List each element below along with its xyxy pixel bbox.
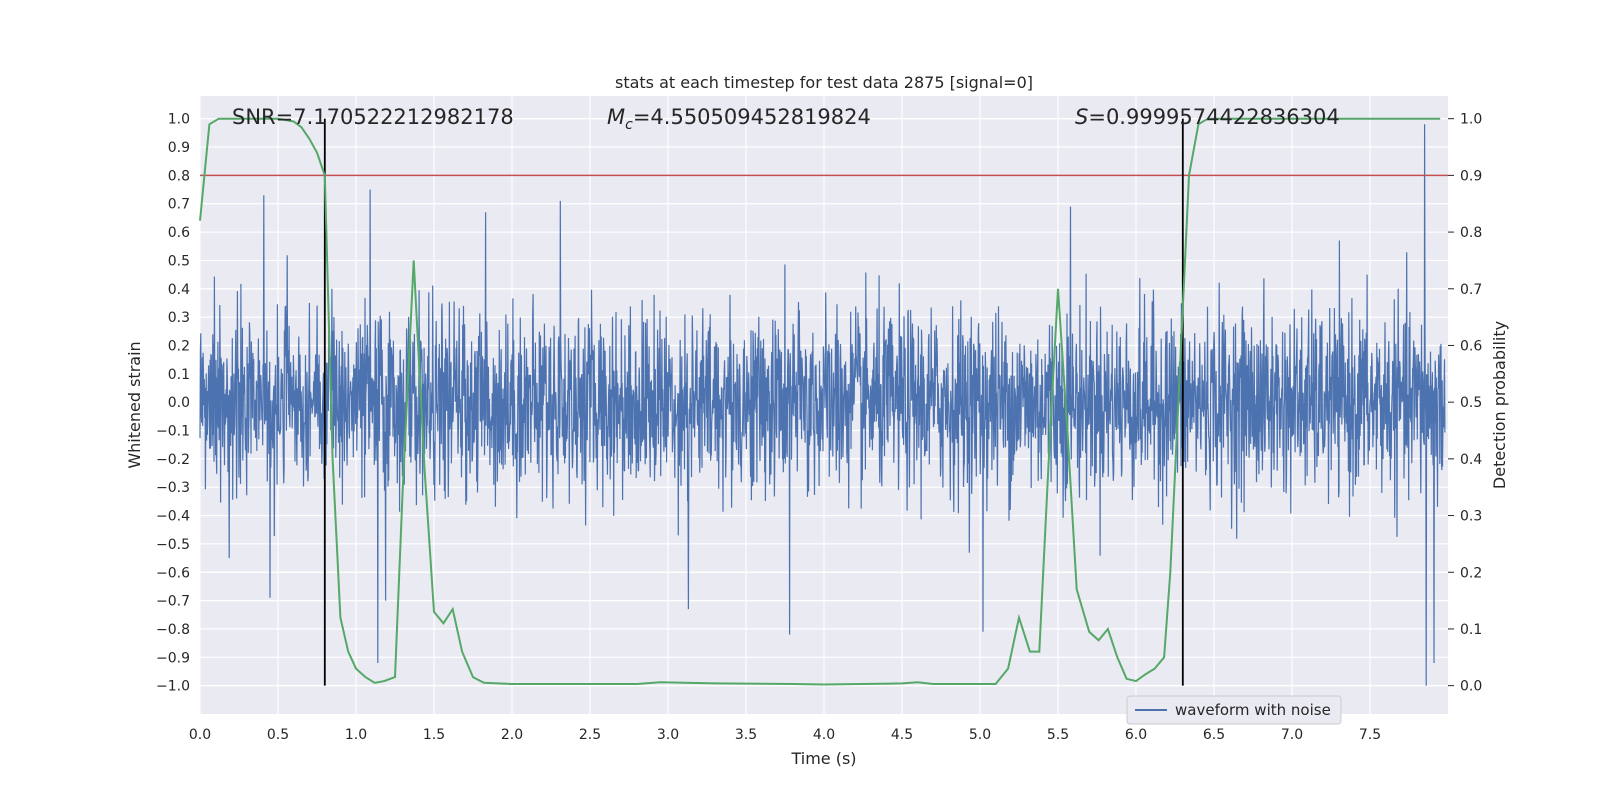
x-tick-label: 6.5 bbox=[1203, 727, 1225, 743]
y-tick-label: 0.6 bbox=[168, 225, 190, 241]
y-tick-label: 0.4 bbox=[168, 282, 190, 298]
y-tick-label: −0.9 bbox=[156, 650, 190, 666]
y-tick-label: −0.6 bbox=[156, 565, 190, 581]
legend: waveform with noise bbox=[1126, 695, 1342, 725]
y-axis-label: Whitened strain bbox=[125, 341, 144, 468]
y-tick-label: 0.7 bbox=[168, 197, 190, 213]
x-tick-label: 3.5 bbox=[735, 727, 757, 743]
y-tick-label: 0.5 bbox=[168, 253, 190, 269]
y-tick-label: 0.8 bbox=[168, 168, 190, 184]
x-axis-label: Time (s) bbox=[790, 749, 856, 768]
x-tick-label: 0.0 bbox=[189, 727, 211, 743]
x-tick-label: 3.0 bbox=[657, 727, 679, 743]
y2-tick-label: 0.7 bbox=[1460, 282, 1482, 298]
y-tick-label: −0.7 bbox=[156, 594, 190, 610]
probability-line bbox=[199, 117, 1441, 686]
overlay-lines bbox=[199, 117, 1448, 686]
x-axis-ticks: 0.0 0.5 1.0 1.5 2.0 2.5 3.0 3.5 4.0 4.5 5.0 5.5 6.0 6… bbox=[189, 727, 1381, 743]
y-tick-label: 0.2 bbox=[168, 338, 190, 354]
y2-tick-label: 0.1 bbox=[1460, 622, 1482, 638]
y2-axis-ticks: 0.0 0.1 0.2 0.3 0.4 0.5 0.6 0.7 0.8 0.9 1.0 bbox=[1448, 112, 1482, 695]
x-tick-label: 7.5 bbox=[1359, 727, 1381, 743]
x-tick-label: 6.0 bbox=[1125, 727, 1147, 743]
y2-tick-label: 1.0 bbox=[1460, 112, 1482, 128]
y-tick-label: −0.5 bbox=[156, 537, 190, 553]
y2-tick-label: 0.2 bbox=[1460, 565, 1482, 581]
y2-tick-label: 0.9 bbox=[1460, 168, 1482, 184]
y-tick-label: 0.1 bbox=[168, 367, 190, 383]
y-tick-label: 0.9 bbox=[168, 140, 190, 156]
y-tick-label: −0.2 bbox=[156, 452, 190, 468]
x-tick-label: 1.0 bbox=[345, 727, 367, 743]
y-tick-label: −0.8 bbox=[156, 622, 190, 638]
legend-box bbox=[1126, 695, 1342, 725]
y-tick-label: 1.0 bbox=[168, 112, 190, 128]
x-tick-label: 0.5 bbox=[267, 727, 289, 743]
y2-tick-label: 0.8 bbox=[1460, 225, 1482, 241]
y-tick-label: −0.3 bbox=[156, 480, 190, 496]
y-tick-label: 0.0 bbox=[168, 395, 190, 411]
x-tick-label: 4.5 bbox=[891, 727, 913, 743]
y2-tick-label: 0.6 bbox=[1460, 338, 1482, 354]
x-tick-label: 1.5 bbox=[423, 727, 445, 743]
y-tick-label: −0.4 bbox=[156, 509, 190, 525]
chirp-mass-annotation: Mc=4.550509452819824 bbox=[607, 105, 871, 133]
legend-label-waveform: waveform with noise bbox=[1175, 701, 1331, 719]
y2-tick-label: 0.0 bbox=[1460, 679, 1482, 695]
snr-annotation: SNR=7.170522212982178 bbox=[232, 105, 514, 129]
x-tick-label: 5.5 bbox=[1047, 727, 1069, 743]
x-tick-label: 2.5 bbox=[579, 727, 601, 743]
y-tick-label: −1.0 bbox=[156, 679, 190, 695]
y2-tick-label: 0.3 bbox=[1460, 509, 1482, 525]
y-tick-label: 0.3 bbox=[168, 310, 190, 326]
y2-axis-label: Detection probability bbox=[1490, 321, 1509, 489]
x-tick-label: 5.0 bbox=[969, 727, 991, 743]
x-tick-label: 7.0 bbox=[1281, 727, 1303, 743]
score-annotation: S=0.9999574422836304 bbox=[1075, 105, 1340, 129]
y-tick-label: −0.1 bbox=[156, 424, 190, 440]
x-tick-label: 2.0 bbox=[501, 727, 523, 743]
y2-tick-label: 0.4 bbox=[1460, 452, 1482, 468]
chart-title: stats at each timestep for test data 287… bbox=[615, 73, 1033, 92]
x-tick-label: 4.0 bbox=[813, 727, 835, 743]
y-axis-ticks: 1.0 0.9 0.8 0.7 0.6 0.5 0.4 0.3 0.2 0.1 0.0 −0.1 −0.… bbox=[156, 112, 190, 695]
y2-tick-label: 0.5 bbox=[1460, 395, 1482, 411]
